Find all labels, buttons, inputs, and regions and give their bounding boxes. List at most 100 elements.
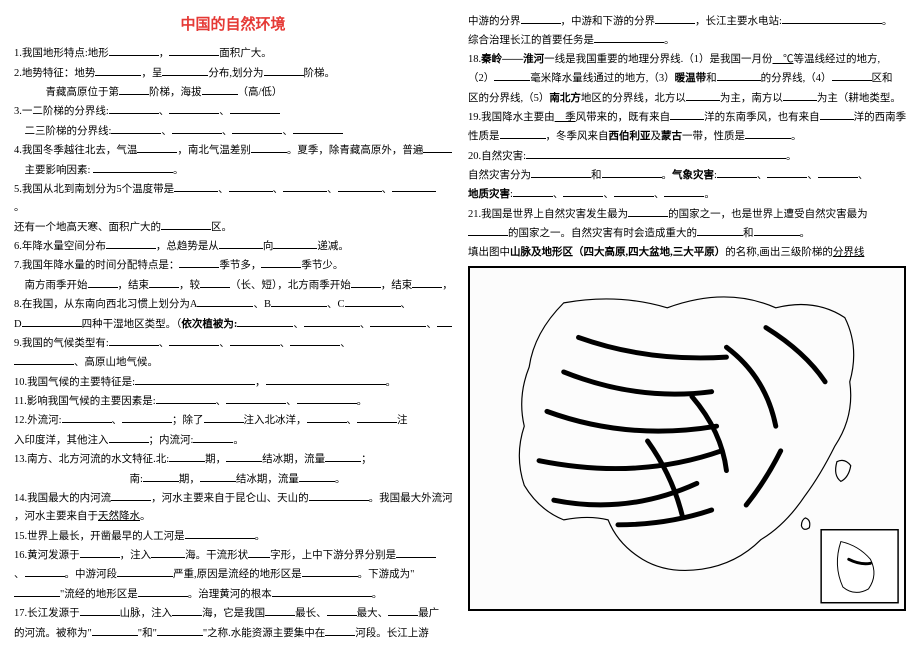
fill-blank[interactable] xyxy=(832,69,872,81)
fill-blank[interactable] xyxy=(95,64,141,76)
fill-blank[interactable] xyxy=(783,89,817,101)
fill-blank[interactable] xyxy=(271,295,327,307)
fill-blank[interactable] xyxy=(307,411,347,423)
fill-blank[interactable] xyxy=(202,83,238,95)
fill-blank[interactable] xyxy=(232,122,282,134)
fill-blank[interactable] xyxy=(370,315,426,327)
fill-blank[interactable] xyxy=(423,141,452,153)
fill-blank[interactable] xyxy=(25,565,65,577)
fill-blank[interactable] xyxy=(563,185,603,197)
fill-blank[interactable] xyxy=(138,585,188,597)
fill-blank[interactable] xyxy=(494,69,530,81)
fill-blank[interactable] xyxy=(80,604,120,616)
fill-blank[interactable] xyxy=(338,180,382,192)
fill-blank[interactable] xyxy=(513,185,553,197)
fill-blank[interactable] xyxy=(754,224,800,236)
fill-blank[interactable] xyxy=(109,44,159,56)
fill-blank[interactable] xyxy=(412,276,442,288)
fill-blank[interactable] xyxy=(686,89,720,101)
fill-blank[interactable] xyxy=(157,624,203,636)
fill-blank[interactable] xyxy=(162,64,208,76)
fill-blank[interactable] xyxy=(106,237,156,249)
fill-blank[interactable] xyxy=(185,527,255,539)
fill-blank[interactable] xyxy=(392,180,436,192)
fill-blank[interactable] xyxy=(283,180,327,192)
fill-blank[interactable] xyxy=(204,411,244,423)
fill-blank[interactable] xyxy=(531,166,591,178)
fill-blank[interactable] xyxy=(193,431,233,443)
fill-blank[interactable] xyxy=(169,334,219,346)
fill-blank[interactable] xyxy=(357,411,397,423)
fill-blank[interactable] xyxy=(614,185,654,197)
fill-blank[interactable] xyxy=(161,218,211,230)
fill-blank[interactable] xyxy=(156,392,216,404)
fill-blank[interactable] xyxy=(767,166,807,178)
fill-blank[interactable] xyxy=(437,315,452,327)
fill-blank[interactable] xyxy=(109,334,159,346)
fill-blank[interactable] xyxy=(351,276,381,288)
fill-blank[interactable] xyxy=(325,624,355,636)
fill-blank[interactable] xyxy=(248,546,270,558)
fill-blank[interactable] xyxy=(174,180,218,192)
fill-blank[interactable] xyxy=(782,12,882,24)
fill-blank[interactable] xyxy=(219,237,263,249)
fill-blank[interactable] xyxy=(325,450,361,462)
fill-blank[interactable] xyxy=(697,224,743,236)
fill-blank[interactable] xyxy=(92,624,138,636)
fill-blank[interactable] xyxy=(226,392,286,404)
fill-blank[interactable] xyxy=(111,122,161,134)
fill-blank[interactable] xyxy=(396,546,436,558)
fill-blank[interactable] xyxy=(388,604,418,616)
fill-blank[interactable] xyxy=(226,450,262,462)
fill-blank[interactable] xyxy=(299,470,335,482)
fill-blank[interactable] xyxy=(594,31,664,43)
fill-blank[interactable] xyxy=(265,604,295,616)
fill-blank[interactable] xyxy=(273,237,317,249)
fill-blank[interactable] xyxy=(628,205,668,217)
fill-blank[interactable] xyxy=(109,431,149,443)
fill-blank[interactable] xyxy=(818,166,858,178)
fill-blank[interactable] xyxy=(137,141,177,153)
fill-blank[interactable] xyxy=(272,585,372,597)
fill-blank[interactable] xyxy=(22,315,82,327)
fill-blank[interactable] xyxy=(14,353,74,365)
fill-blank[interactable] xyxy=(290,334,340,346)
fill-blank[interactable] xyxy=(345,295,401,307)
fill-blank[interactable] xyxy=(264,64,304,76)
fill-blank[interactable] xyxy=(327,604,357,616)
fill-blank[interactable] xyxy=(179,256,219,268)
fill-blank[interactable] xyxy=(293,122,343,134)
fill-blank[interactable] xyxy=(251,141,287,153)
fill-blank[interactable] xyxy=(302,565,358,577)
fill-blank[interactable] xyxy=(500,127,546,139)
fill-blank[interactable] xyxy=(151,546,185,558)
fill-blank[interactable] xyxy=(521,12,561,24)
fill-blank[interactable] xyxy=(135,373,255,385)
fill-blank[interactable] xyxy=(297,392,357,404)
fill-blank[interactable] xyxy=(261,256,301,268)
fill-blank[interactable] xyxy=(172,604,202,616)
fill-blank[interactable] xyxy=(122,411,172,423)
fill-blank[interactable] xyxy=(820,108,854,120)
fill-blank[interactable] xyxy=(200,276,230,288)
fill-blank[interactable] xyxy=(266,373,386,385)
fill-blank[interactable] xyxy=(229,180,273,192)
fill-blank[interactable] xyxy=(149,276,179,288)
fill-blank[interactable] xyxy=(200,470,236,482)
fill-blank[interactable] xyxy=(745,127,791,139)
fill-blank[interactable] xyxy=(197,295,253,307)
fill-blank[interactable] xyxy=(172,122,222,134)
fill-blank[interactable] xyxy=(230,334,280,346)
fill-blank[interactable] xyxy=(304,315,360,327)
fill-blank[interactable] xyxy=(309,489,369,501)
fill-blank[interactable] xyxy=(230,102,280,114)
fill-blank[interactable] xyxy=(14,585,60,597)
fill-blank[interactable] xyxy=(88,276,118,288)
fill-blank[interactable] xyxy=(169,450,205,462)
fill-blank[interactable] xyxy=(655,12,695,24)
fill-blank[interactable] xyxy=(169,44,219,56)
fill-blank[interactable] xyxy=(169,102,219,114)
fill-blank[interactable] xyxy=(717,166,757,178)
fill-blank[interactable] xyxy=(93,161,173,173)
fill-blank[interactable] xyxy=(717,69,761,81)
